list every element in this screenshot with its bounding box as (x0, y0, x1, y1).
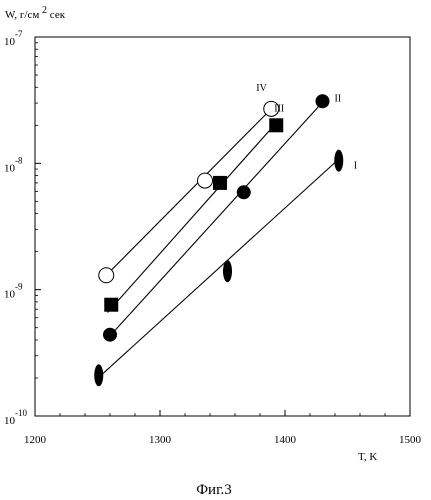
series-label-IV: IV (256, 83, 267, 94)
data-point-III (104, 298, 118, 312)
data-point-II (237, 185, 251, 199)
series-line-I (95, 159, 339, 381)
data-point-IV (99, 268, 114, 283)
plot-frame (35, 37, 410, 416)
series-label-II: II (335, 93, 342, 104)
data-point-I (334, 150, 343, 172)
x-tick-label: 1400 (274, 434, 297, 446)
x-tick-label: 1300 (149, 434, 172, 446)
y-tick-label: 10-9 (4, 282, 23, 301)
figure-caption: Фиг.3 (196, 482, 232, 498)
y-tick-label: 10-10 (4, 408, 27, 427)
y-axis-label: W, г/см 2 сек (5, 4, 66, 21)
x-axis-label: T, K (358, 451, 377, 463)
series-label-I: I (354, 161, 357, 172)
y-tick-label: 10-7 (4, 29, 23, 48)
data-point-III (213, 176, 227, 190)
x-tick-label: 1200 (24, 434, 47, 446)
series-markers (94, 94, 343, 386)
data-point-II (103, 328, 117, 342)
series-line-III (108, 120, 279, 312)
y-tick-label: 10-8 (4, 155, 23, 174)
data-point-I (94, 364, 103, 386)
data-point-III (269, 118, 283, 132)
data-point-IV (198, 173, 213, 188)
data-point-I (223, 260, 232, 282)
data-point-II (316, 94, 330, 108)
series-line-II (108, 100, 326, 339)
x-tick-label: 1500 (399, 434, 422, 446)
series-lines (95, 100, 339, 381)
x-axis-ticks: 1200 1300 1400 1500 (24, 410, 422, 446)
series-label-III: III (274, 103, 284, 114)
